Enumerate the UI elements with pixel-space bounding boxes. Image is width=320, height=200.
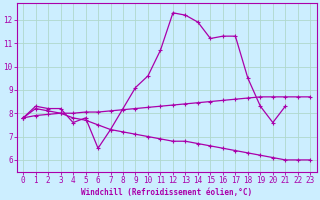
X-axis label: Windchill (Refroidissement éolien,°C): Windchill (Refroidissement éolien,°C) bbox=[81, 188, 252, 197]
